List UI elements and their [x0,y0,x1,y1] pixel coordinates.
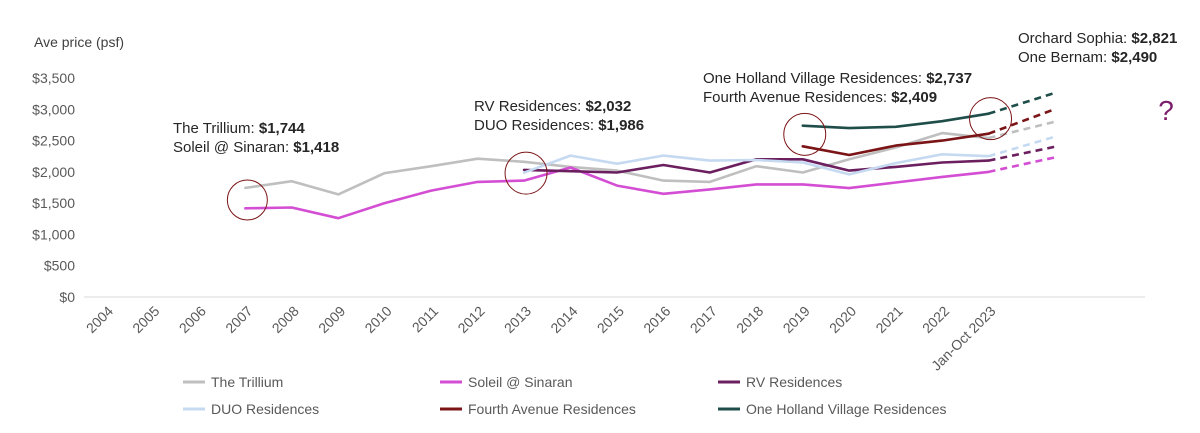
x-tick-label: 2013 [501,303,534,336]
annotation-value: $2,490 [1111,49,1157,66]
x-tick-label: 2011 [409,303,442,336]
y-tick-label: $2,500 [32,133,75,149]
highlight-circles [226,97,1013,221]
annotation-value: $1,986 [598,117,644,134]
x-tick-label: 2014 [547,303,580,336]
series-line [801,112,990,130]
y-tick-labels: $0 $500 $1,000 $1,500 $2,000 $2,500 $3,000 $3,5… [32,70,75,305]
series-line [522,153,990,176]
x-tick-label: 2019 [780,303,813,336]
y-tick-label: $3,500 [32,70,75,86]
x-tick-labels: 2004 2005 2006 2007 2008 2009 2010 2011 2012 2013… [83,303,999,374]
x-tick-label: 2006 [176,303,209,336]
legend-entry: DUO Residences [211,401,319,417]
annotation-text: The Trillium: $1,744 [173,120,305,137]
annotation-value: $2,737 [926,70,972,87]
annotation-value: $2,409 [891,89,937,106]
projection-question-mark: ? [1158,95,1174,126]
series-line [244,166,990,220]
highlight-circle [969,97,1013,141]
y-tick-label: $1,500 [32,195,75,211]
annotation-text: DUO Residences: $1,986 [474,117,644,134]
legend-entry: One Holland Village Residences [746,401,947,417]
y-tick-label: $0 [59,289,75,305]
series-lines [244,91,1056,220]
projection-line [988,91,1055,115]
x-tick-label: 2016 [640,303,673,336]
annotation-name: RV Residences: [474,98,585,115]
annotation-name: One Bernam: [1018,49,1111,66]
series-line [801,132,990,157]
annotations: The Trillium: $1,744 Soleil @ Sinaran: $1… [173,30,1177,156]
annotation-text: One Bernam: $2,490 [1018,49,1157,66]
legend: The Trillium Soleil @ Sinaran RV Residence… [183,374,947,417]
annotation-value: $2,032 [585,98,631,115]
legend-entry: Soleil @ Sinaran [468,374,573,390]
x-tick-label: 2015 [594,303,627,336]
x-tick-label: 2007 [222,303,255,336]
annotation-name: Orchard Sophia: [1018,30,1131,47]
projection-line [988,108,1056,135]
highlight-circle [226,179,268,221]
x-tick-label: 2004 [83,303,116,336]
legend-entry: RV Residences [746,374,842,390]
x-tick-label: 2010 [361,303,394,336]
y-tick-label: $2,000 [32,164,75,180]
y-axis-label: Ave price (psf) [34,34,124,50]
annotation-text: RV Residences: $2,032 [474,98,631,115]
annotation-text: Fourth Avenue Residences: $2,409 [703,89,937,106]
projection-line [988,145,1055,162]
x-tick-label: 2018 [733,303,766,336]
x-tick-label: 2005 [129,303,162,336]
highlight-circle [783,112,827,156]
projection-line [988,156,1055,174]
projection-line [988,120,1055,140]
x-tick-label: 2017 [687,303,720,336]
legend-entry: Fourth Avenue Residences [468,401,636,417]
annotation-text: One Holland Village Residences: $2,737 [703,70,972,87]
x-tick-label: 2021 [872,303,905,336]
highlight-circle [504,151,548,195]
annotation-name: One Holland Village Residences: [703,70,926,87]
annotation-name: DUO Residences: [474,117,598,134]
annotation-name: Fourth Avenue Residences: [703,89,891,106]
annotation-value: $1,744 [259,120,306,137]
projection-line [988,135,1055,158]
legend-entry: The Trillium [211,374,283,390]
series-line [244,131,990,196]
annotation-name: The Trillium: [173,120,259,137]
x-tick-label: 2012 [454,303,487,336]
x-tick-label: 2020 [826,303,859,336]
annotation-text: Soleil @ Sinaran: $1,418 [173,139,339,156]
annotation-value: $1,418 [293,139,339,156]
annotation-text: Orchard Sophia: $2,821 [1018,30,1177,47]
x-tick-label: 2009 [315,303,348,336]
y-tick-label: $1,000 [32,226,75,242]
x-tick-label: 2022 [919,303,952,336]
y-tick-label: $500 [44,258,75,274]
y-tick-label: $3,000 [32,101,75,117]
annotation-value: $2,821 [1131,30,1177,47]
x-tick-label: 2008 [269,303,302,336]
annotation-name: Soleil @ Sinaran: [173,139,293,156]
